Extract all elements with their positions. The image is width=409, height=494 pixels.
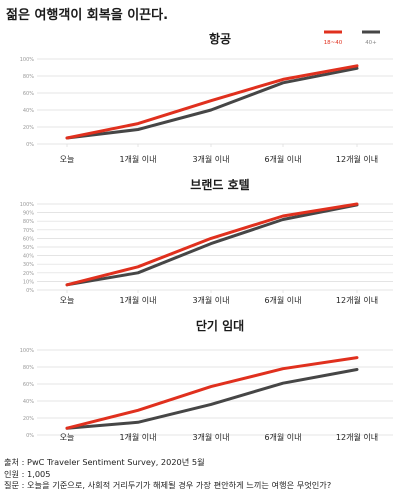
data-point — [66, 427, 68, 429]
x-tick-label: 6개월 이내 — [264, 295, 301, 305]
series-line-young — [65, 356, 359, 430]
data-point — [137, 409, 139, 412]
respondents-note: 인원 : 1,005 — [4, 468, 51, 479]
chart-title: 항공 — [209, 31, 231, 46]
series-line-old — [65, 368, 359, 430]
x-tick-label: 1개월 이내 — [119, 295, 156, 305]
y-tick-label: 100% — [20, 202, 35, 208]
legend-label-young: 18~40 — [324, 40, 343, 46]
y-tick-label: 40% — [23, 108, 34, 114]
data-point — [210, 242, 212, 245]
data-point — [356, 67, 358, 70]
y-tick-label: 40% — [23, 399, 34, 405]
data-point — [137, 122, 139, 125]
x-tick-label: 6개월 이내 — [264, 154, 301, 164]
data-point — [356, 368, 358, 371]
y-tick-label: 0% — [26, 288, 34, 294]
data-point — [210, 385, 212, 388]
chart-brand-hotel: 브랜드 호텔 0% 10% 20% 30% 40% 50% 60% 70% 80% 90% 100% 오… — [20, 177, 393, 305]
data-point — [66, 137, 68, 139]
x-tick-label: 3개월 이내 — [192, 295, 229, 305]
y-tick-label: 90% — [23, 211, 34, 217]
source-note: 출처 : PwC Traveler Sentiment Survey, 2020… — [4, 457, 205, 467]
data-point — [282, 218, 284, 221]
data-point — [282, 367, 284, 370]
y-tick-label: 80% — [23, 219, 34, 225]
y-tick-label: 60% — [23, 91, 34, 97]
y-tick-label: 0% — [26, 142, 34, 148]
x-tick-label: 6개월 이내 — [264, 432, 301, 442]
data-point — [137, 272, 139, 274]
x-tick-label: 12개월 이내 — [336, 432, 378, 442]
data-point — [210, 237, 212, 240]
x-tick-label: 3개월 이내 — [192, 432, 229, 442]
legend-label-old: 40+ — [365, 40, 377, 46]
y-tick-label: 0% — [26, 433, 34, 439]
y-tick-label: 20% — [23, 125, 34, 131]
y-tick-label: 30% — [23, 262, 34, 268]
data-point — [356, 356, 358, 359]
data-point — [137, 128, 139, 131]
chart-title: 브랜드 호텔 — [190, 177, 249, 192]
page-title: 젊은 여행객이 회복을 이끈다. — [6, 8, 169, 23]
x-tick-label: 1개월 이내 — [119, 154, 156, 164]
chart-airline: 항공 0% 20% 40% 60% 80% 100% 오늘 1개월 이내 3개월 이내 6개월 이내… — [20, 30, 393, 164]
y-tick-label: 50% — [23, 245, 34, 251]
data-point — [282, 82, 284, 84]
question-note: 질문 : 오늘을 기준으로, 사회적 거리두기가 해제될 경우 가장 편안하게 … — [4, 480, 332, 490]
y-tick-label: 10% — [23, 279, 34, 285]
series-line-old — [65, 66, 359, 140]
data-point — [356, 203, 358, 205]
data-point — [282, 382, 284, 384]
x-tick-label: 오늘 — [60, 155, 75, 164]
data-point — [210, 99, 212, 102]
y-tick-label: 70% — [23, 228, 34, 234]
x-tick-label: 12개월 이내 — [336, 154, 378, 164]
data-point — [210, 109, 212, 111]
y-tick-label: 100% — [20, 348, 35, 354]
y-tick-label: 20% — [23, 416, 34, 422]
y-tick-label: 80% — [23, 365, 34, 371]
data-point — [282, 215, 284, 217]
x-tick-label: 12개월 이내 — [336, 295, 378, 305]
x-tick-label: 3개월 이내 — [192, 154, 229, 164]
chart-title: 단기 임대 — [196, 318, 244, 333]
x-tick-label: 1개월 이내 — [119, 432, 156, 442]
y-tick-label: 60% — [23, 382, 34, 388]
footer-notes: 출처 : PwC Traveler Sentiment Survey, 2020… — [4, 457, 331, 492]
y-tick-label: 20% — [23, 271, 34, 277]
data-point — [356, 65, 358, 67]
data-point — [282, 78, 284, 81]
data-point — [137, 421, 139, 424]
x-tick-label: 오늘 — [60, 296, 75, 305]
data-point — [137, 266, 139, 268]
y-tick-label: 60% — [23, 236, 34, 242]
y-tick-label: 40% — [23, 254, 34, 260]
data-point — [210, 403, 212, 406]
x-tick-label: 오늘 — [60, 433, 75, 442]
chart-short-term-rental: 단기 임대 0% 20% 40% 60% 80% 100% 오늘 1개월 이내 3개월 이내 6개월… — [20, 318, 393, 442]
y-tick-label: 80% — [23, 74, 34, 80]
data-point — [66, 284, 68, 286]
y-tick-label: 100% — [20, 57, 35, 63]
